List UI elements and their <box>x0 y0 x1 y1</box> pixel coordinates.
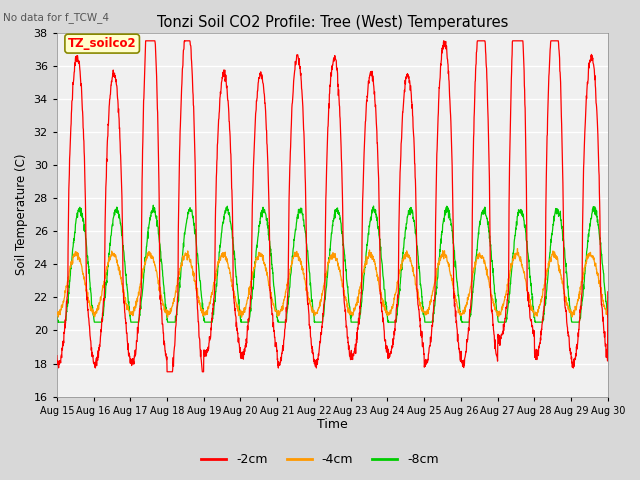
Legend: -2cm, -4cm, -8cm: -2cm, -4cm, -8cm <box>196 448 444 471</box>
Text: TZ_soilco2: TZ_soilco2 <box>68 37 136 50</box>
Text: No data for f_TCW_4: No data for f_TCW_4 <box>3 12 109 23</box>
Y-axis label: Soil Temperature (C): Soil Temperature (C) <box>15 154 28 276</box>
X-axis label: Time: Time <box>317 419 348 432</box>
Title: Tonzi Soil CO2 Profile: Tree (West) Temperatures: Tonzi Soil CO2 Profile: Tree (West) Temp… <box>157 15 508 30</box>
